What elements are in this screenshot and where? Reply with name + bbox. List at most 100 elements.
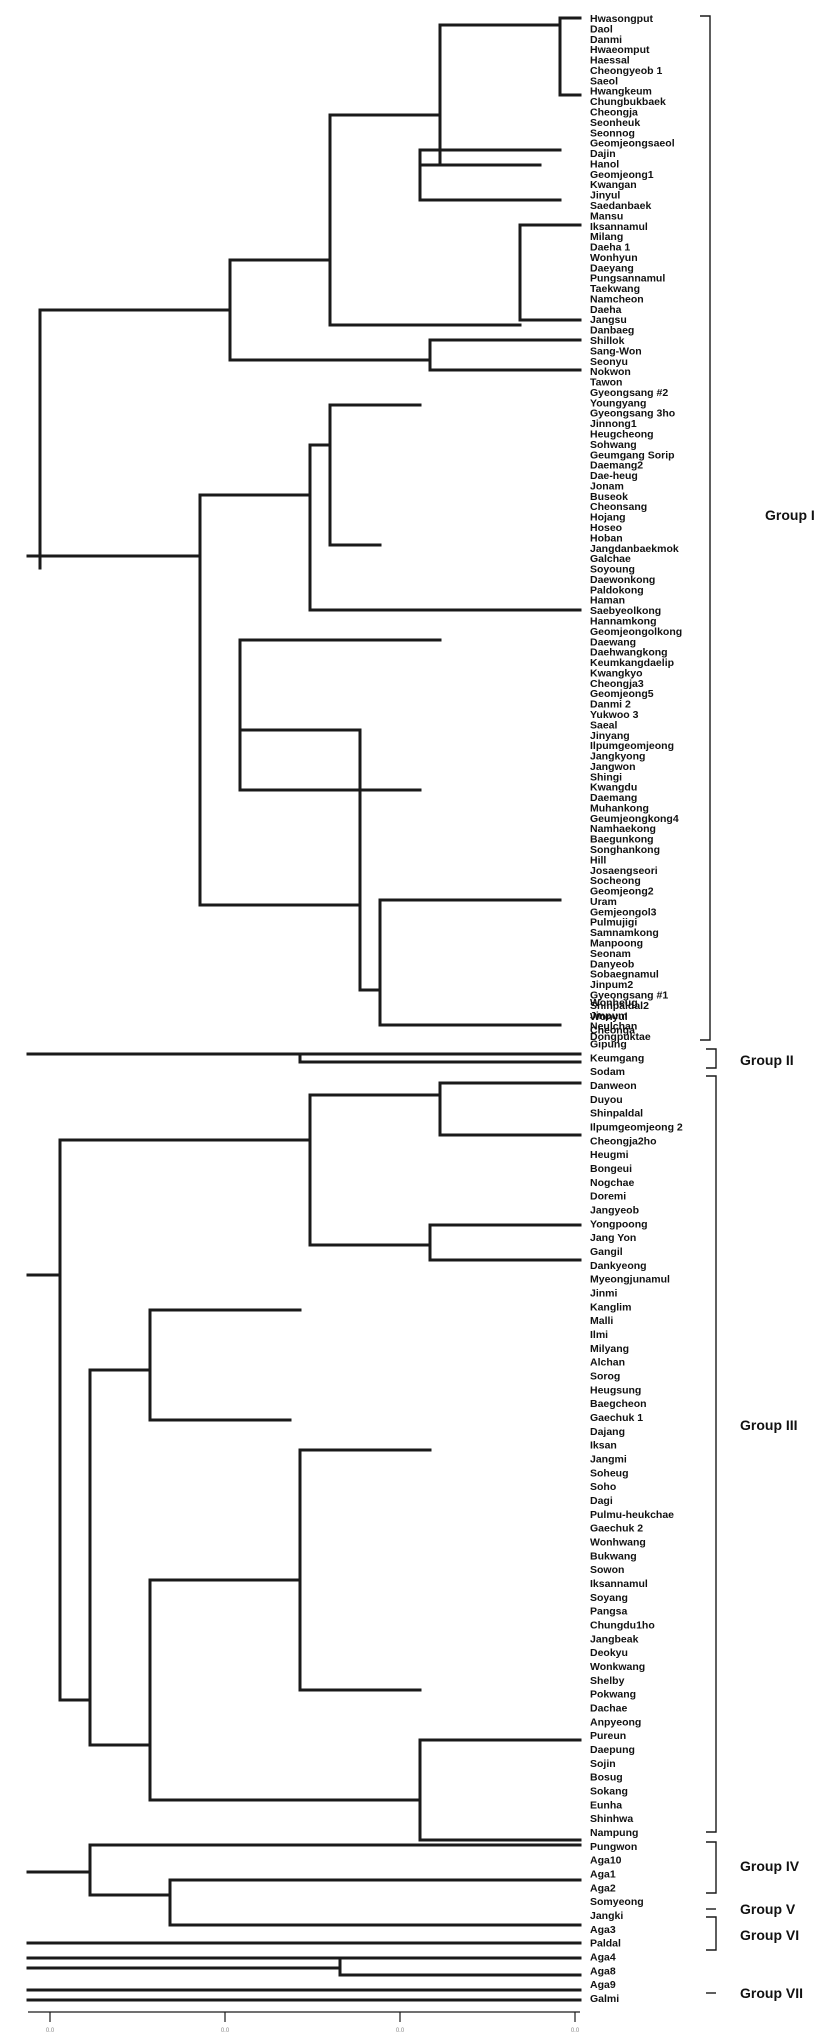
leaf-label: Wonheug <box>590 997 638 1009</box>
group-label-7: Group VII <box>740 1985 803 2001</box>
leaf-label: Sokang <box>590 1786 628 1798</box>
leaf-label: Daeyang <box>590 262 634 274</box>
leaf-label: Cheongja3 <box>590 678 644 690</box>
leaf-label: Aga1 <box>590 1869 616 1881</box>
leaf-label: Danbaeg <box>590 325 634 337</box>
leaf-label: Paldal <box>590 1938 621 1950</box>
leaf-label: Pulmu-heukchae <box>590 1509 674 1521</box>
leaf-label: Cheonga <box>590 1025 635 1037</box>
leaf-label: Saedanbaek <box>590 200 651 212</box>
leaf-label: Keumkangdaelip <box>590 657 674 669</box>
leaf-label: Buseok <box>590 491 628 503</box>
leaf-label: Pangsa <box>590 1606 628 1618</box>
leaf-label: Pureun <box>590 1730 626 1742</box>
leaf-label: Bosug <box>590 1772 623 1784</box>
leaf-label: Hojang <box>590 512 626 524</box>
leaf-label: Deokyu <box>590 1647 628 1659</box>
leaf-label: Baegcheon <box>590 1398 647 1410</box>
leaf-label: Nogchae <box>590 1177 635 1189</box>
leaf-label: Kwangdu <box>590 782 637 794</box>
leaf-label: Paldokong <box>590 584 644 596</box>
leaf-label: Danmi <box>590 34 622 46</box>
leaf-label: Shelby <box>590 1675 625 1687</box>
leaf-label: Danmi 2 <box>590 699 631 711</box>
leaf-label: Shinpaldal2 <box>590 1000 649 1012</box>
leaf-label: Josaengseori <box>590 865 658 877</box>
leaf-label: Dajang <box>590 1426 625 1438</box>
leaf-labels-panel-1: HwasongputDaolDanmiHwaeomputHaessalCheon… <box>590 13 682 1043</box>
leaf-label: Bukwang <box>590 1550 637 1562</box>
group-label-6: Group VI <box>740 1927 799 1943</box>
leaf-label: Gaechuk 1 <box>590 1412 643 1424</box>
leaf-label: Dankyeong <box>590 1260 647 1272</box>
group-label-2: Group II <box>740 1052 794 1068</box>
leaf-label: Wonhyun <box>590 252 638 264</box>
leaf-label: Seonam <box>590 948 631 960</box>
leaf-label: Jangbeak <box>590 1633 639 1645</box>
leaf-label: Heugmi <box>590 1149 629 1161</box>
leaf-label: Uram <box>590 896 617 908</box>
leaf-label: Geomjeongsaeol <box>590 138 675 150</box>
leaf-label: Chungbukbaek <box>590 96 666 108</box>
leaf-label: Iksan <box>590 1440 617 1452</box>
leaf-label: Wonkwang <box>590 1661 645 1673</box>
leaf-label: Cheongja2ho <box>590 1135 657 1147</box>
leaf-label: Jinyul <box>590 190 620 202</box>
leaf-label: Seonheuk <box>590 117 640 129</box>
leaf-label: Saebyeolkong <box>590 605 661 617</box>
leaf-label: Hoban <box>590 532 623 544</box>
leaf-label: Jangsu <box>590 314 627 326</box>
axis-tick-label: 0.0 <box>46 2028 55 2034</box>
leaf-label: Aga9 <box>590 1979 616 1991</box>
leaf-label: Ilmi <box>590 1329 608 1341</box>
leaf-label: Sohwang <box>590 439 637 451</box>
leaf-label: Geumjeongkong4 <box>590 813 679 825</box>
leaf-label: Daehwangkong <box>590 647 668 659</box>
leaf-label: Soho <box>590 1481 616 1493</box>
leaf-label: Songhankong <box>590 844 660 856</box>
leaf-label: Gyeongsang #1 <box>590 989 668 1001</box>
leaf-label: Bongeui <box>590 1163 632 1175</box>
leaf-label: Samnamkong <box>590 927 659 939</box>
leaf-label: Wonyul <box>590 1011 628 1023</box>
leaf-label: Namcheon <box>590 293 644 305</box>
leaf-label: Nokwon <box>590 366 631 378</box>
leaf-label: Hwaeomput <box>590 44 650 56</box>
leaf-label: Heugsung <box>590 1384 641 1396</box>
leaf-label: Daemang2 <box>590 460 643 472</box>
leaf-label: Jangmi <box>590 1454 627 1466</box>
leaf-label: Saeal <box>590 719 618 731</box>
leaf-label: Geomjeongolkong <box>590 626 682 638</box>
leaf-label: Baegunkong <box>590 834 654 846</box>
leaf-label: Shingi <box>590 771 622 783</box>
leaf-label: Iksannamul <box>590 221 648 233</box>
leaf-label: Gyeongsang 3ho <box>590 408 675 420</box>
leaf-label: Gemjeongol3 <box>590 906 657 918</box>
leaf-label: Heugcheong <box>590 429 654 441</box>
leaf-label: Hwasongput <box>590 13 653 25</box>
leaf-label: Danyeob <box>590 958 634 970</box>
leaf-label: Sodam <box>590 1066 625 1078</box>
leaf-label: Chungdu1ho <box>590 1620 655 1632</box>
leaf-label: Gyeongsang #2 <box>590 387 668 399</box>
leaf-label: Socheong <box>590 875 641 887</box>
leaf-label: Aga8 <box>590 1965 616 1977</box>
leaf-label: Hanol <box>590 158 619 170</box>
leaf-label: Aga2 <box>590 1882 616 1894</box>
axis-tick-label: 0.0 <box>571 2028 580 2034</box>
leaf-label: Pokwang <box>590 1689 636 1701</box>
group-labels: Group I Group II Group III Group IV Grou… <box>740 507 815 2001</box>
leaf-label: Myeongjunamul <box>590 1274 670 1286</box>
leaf-label: Tawon <box>590 377 622 389</box>
leaf-label: Shillok <box>590 335 625 347</box>
leaf-label: Soheug <box>590 1467 629 1479</box>
leaf-label: Ilpumgeomjeong <box>590 740 674 752</box>
leaf-label: Malli <box>590 1315 613 1327</box>
leaf-label: Cheongja <box>590 106 638 118</box>
leaf-label: Dongpuktae <box>590 1031 651 1043</box>
leaf-label: Kwangkyo <box>590 667 643 679</box>
leaf-label: Cheonsang <box>590 501 647 513</box>
leaf-label: Aga4 <box>590 1952 616 1964</box>
leaf-label: Jinpum <box>590 1010 627 1022</box>
